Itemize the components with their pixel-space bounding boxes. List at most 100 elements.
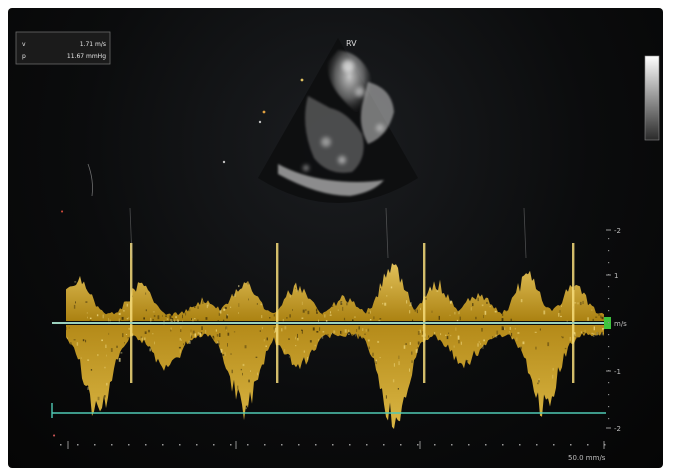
doppler-speckle [501, 326, 504, 331]
valve-click-spike [276, 243, 279, 383]
doppler-speckle [201, 326, 203, 330]
doppler-speckle [577, 302, 579, 305]
time-axis-dot [400, 444, 402, 446]
doppler-speckle [108, 318, 109, 322]
doppler-speckle [259, 330, 261, 332]
measurement-velocity-symbol: v [22, 41, 26, 48]
doppler-speckle [301, 301, 303, 305]
doppler-speckle [352, 319, 354, 323]
doppler-speckle [75, 301, 76, 304]
doppler-speckle [434, 332, 436, 335]
doppler-speckle [416, 309, 418, 314]
doppler-speckle [152, 311, 155, 313]
doppler-speckle [289, 295, 291, 298]
doppler-speckle [82, 339, 85, 342]
doppler-speckle [219, 310, 222, 314]
doppler-speckle [342, 306, 344, 311]
doppler-speckle [244, 345, 247, 349]
doppler-speckle [412, 319, 414, 322]
doppler-speckle [458, 339, 460, 344]
doppler-speckle [144, 337, 146, 341]
time-axis-dot [349, 444, 351, 446]
doppler-speckle [143, 317, 145, 320]
doppler-speckle [392, 379, 395, 383]
doppler-speckle [295, 287, 296, 290]
doppler-speckle [182, 314, 183, 319]
doppler-speckle [122, 333, 124, 338]
doppler-speckle [230, 353, 232, 355]
time-axis-dot [230, 444, 232, 446]
doppler-speckle [182, 320, 184, 322]
doppler-speckle [459, 316, 461, 321]
doppler-speckle [70, 342, 72, 347]
doppler-speckle [378, 320, 381, 322]
doppler-speckle [478, 341, 481, 343]
doppler-speckle [561, 305, 562, 307]
doppler-speckle [414, 309, 417, 312]
doppler-speckle [456, 319, 459, 322]
doppler-speckle [325, 320, 328, 322]
doppler-speckle [223, 319, 225, 322]
doppler-speckle [440, 333, 442, 336]
doppler-speckle [348, 333, 350, 335]
valve-click-spike [130, 243, 133, 383]
velocity-scale-dot [608, 298, 610, 300]
doppler-speckle [368, 346, 370, 350]
doppler-speckle [174, 319, 176, 324]
doppler-speckle [436, 290, 439, 292]
doppler-speckle [96, 314, 99, 317]
doppler-speckle [539, 328, 541, 331]
doppler-speckle [106, 354, 107, 357]
doppler-speckle [538, 380, 540, 383]
echo-sector-image: RV [222, 38, 418, 203]
time-axis-dot [417, 444, 419, 446]
doppler-speckle [238, 285, 240, 288]
measurement-box-frame [15, 31, 111, 65]
doppler-speckle [227, 332, 230, 336]
time-axis-dot [94, 444, 96, 446]
doppler-speckle [321, 335, 324, 339]
doppler-speckle [224, 352, 226, 357]
doppler-speckle [517, 332, 520, 334]
doppler-speckle [460, 341, 462, 345]
doppler-speckle [450, 334, 452, 337]
doppler-reverse-flow [66, 325, 604, 429]
doppler-speckle [319, 327, 321, 331]
doppler-speckle [438, 315, 440, 320]
doppler-speckle [587, 317, 589, 321]
doppler-speckle [183, 343, 185, 346]
doppler-speckle [502, 313, 504, 316]
doppler-speckle [318, 319, 319, 322]
doppler-speckle [127, 337, 130, 339]
doppler-speckle [189, 308, 191, 312]
valve-click-spike [423, 243, 426, 383]
measurement-velocity-value: 1.71 m/s [80, 41, 106, 48]
doppler-speckle [105, 344, 107, 348]
doppler-speckle [385, 395, 387, 399]
doppler-speckle [538, 378, 540, 382]
doppler-speckle [382, 302, 384, 305]
doppler-speckle [128, 327, 130, 330]
doppler-speckle [601, 316, 604, 320]
velocity-scale-dot [608, 250, 610, 252]
doppler-speckle [417, 341, 420, 345]
velocity-tick-label: -2 [614, 227, 621, 235]
doppler-speckle [368, 339, 370, 343]
doppler-speckle [596, 332, 598, 336]
doppler-speckle [411, 360, 413, 363]
doppler-speckle [73, 339, 76, 341]
velocity-scale-dot [608, 238, 610, 240]
doppler-speckle [331, 332, 334, 337]
time-axis-dot [604, 444, 606, 446]
doppler-speckle [580, 301, 582, 306]
doppler-speckle [362, 328, 364, 331]
doppler-speckle [314, 344, 316, 347]
doppler-speckle [194, 305, 196, 308]
doppler-speckle [535, 346, 537, 350]
time-axis-dot [519, 444, 521, 446]
doppler-speckle [178, 346, 181, 349]
doppler-speckle [543, 310, 546, 315]
doppler-speckle [116, 345, 118, 348]
doppler-speckle [190, 332, 192, 337]
doppler-speckle [297, 337, 299, 341]
